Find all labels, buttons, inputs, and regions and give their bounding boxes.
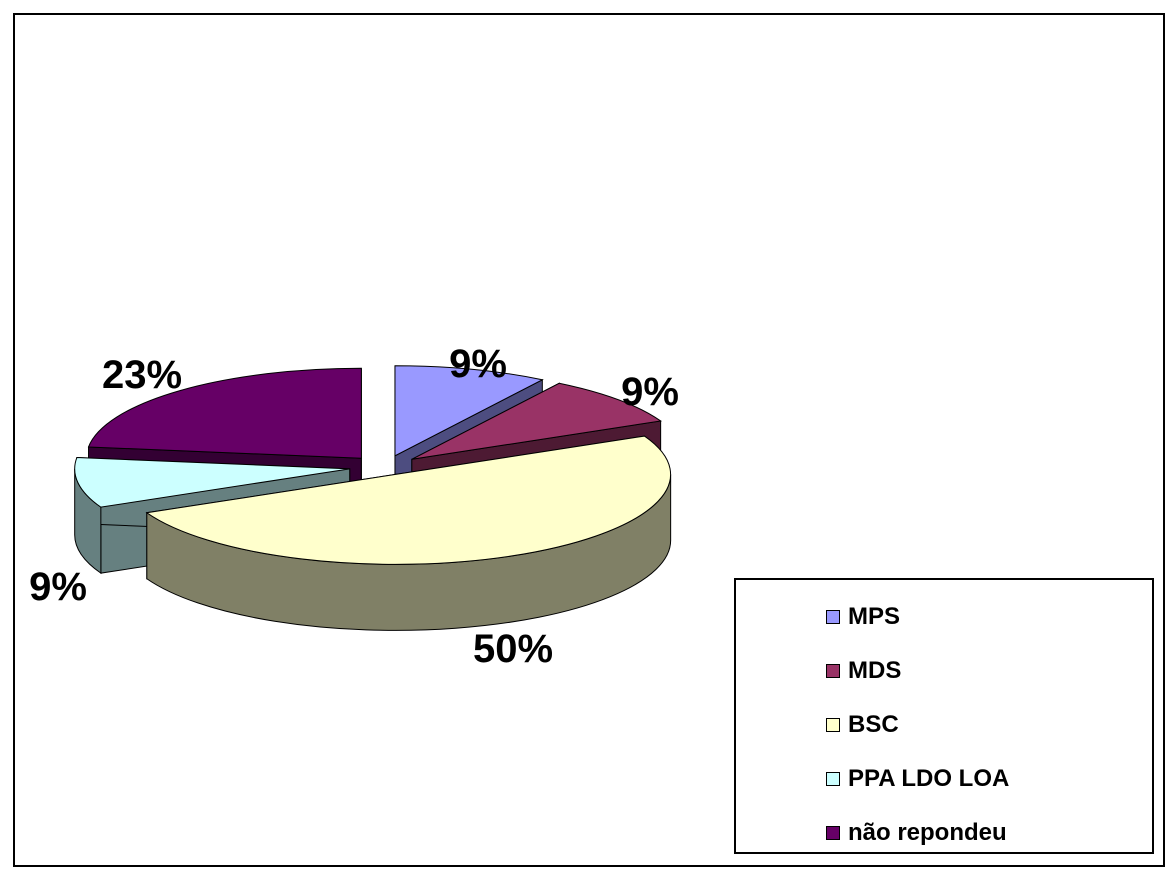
legend-label-mps: MPS bbox=[848, 603, 901, 630]
legend-item-mds: MDS bbox=[826, 656, 901, 686]
legend-item-mps: MPS bbox=[826, 602, 900, 632]
legend-item-bsc: BSC bbox=[826, 710, 899, 740]
legend: MPS MDS BSC PPA LDO LOA não repondeu bbox=[734, 578, 1154, 854]
data-label-ppa-ldo-loa: 9% bbox=[29, 565, 87, 609]
legend-swatch-nao-repondeu bbox=[826, 826, 840, 840]
data-label-nao-repondeu: 23% bbox=[102, 353, 182, 397]
legend-item-ppa-ldo-loa: PPA LDO LOA bbox=[826, 764, 1009, 794]
legend-swatch-bsc bbox=[826, 718, 840, 732]
data-label-mps: 9% bbox=[449, 342, 507, 386]
legend-swatch-ppa-ldo-loa bbox=[826, 772, 840, 786]
legend-label-ppa-ldo-loa: PPA LDO LOA bbox=[848, 765, 1010, 792]
legend-label-bsc: BSC bbox=[848, 711, 899, 738]
data-label-mds: 9% bbox=[621, 370, 679, 414]
data-label-bsc: 50% bbox=[473, 627, 553, 671]
legend-item-nao-repondeu: não repondeu bbox=[826, 818, 1007, 848]
legend-swatch-mps bbox=[826, 610, 840, 624]
legend-swatch-mds bbox=[826, 664, 840, 678]
legend-label-mds: MDS bbox=[848, 657, 902, 684]
legend-label-nao-repondeu: não repondeu bbox=[848, 819, 1007, 846]
pie-slice-bsc bbox=[145, 435, 672, 631]
